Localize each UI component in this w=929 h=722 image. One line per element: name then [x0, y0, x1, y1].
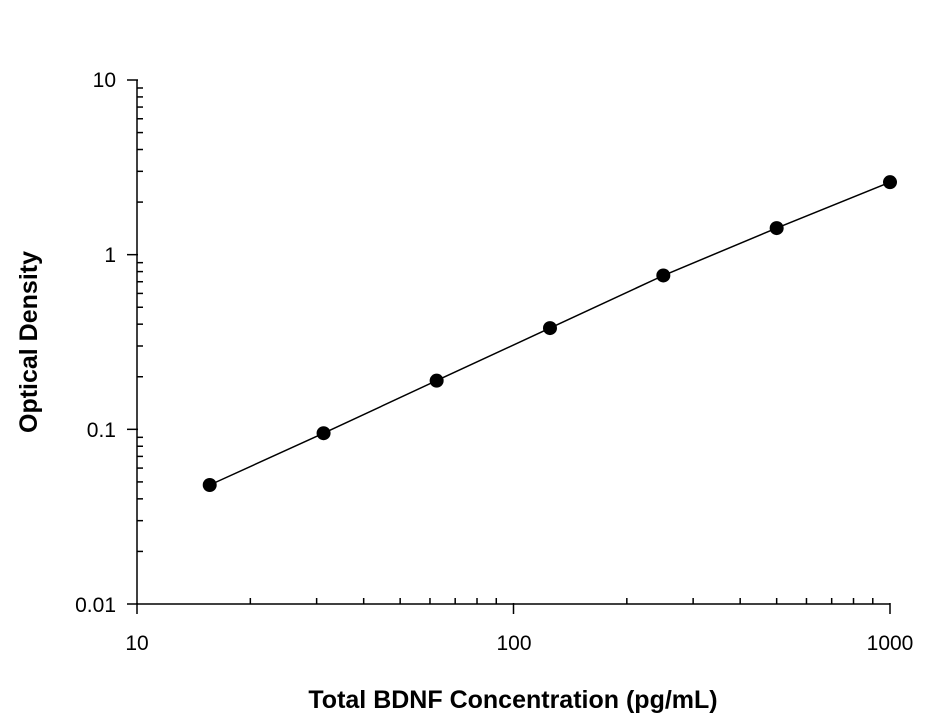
y-tick-label-10: 10: [93, 69, 116, 92]
x-tick-label-1000: 1000: [867, 632, 914, 655]
y-axis-title: Optical Density: [15, 251, 43, 433]
data-point: [656, 268, 671, 283]
data-point: [883, 175, 897, 190]
data-point: [429, 373, 444, 388]
data-point: [202, 478, 217, 493]
x-tick-label-100: 100: [496, 632, 531, 655]
x-axis-title: Total BDNF Concentration (pg/mL): [308, 686, 717, 714]
y-tick-label-0.01: 0.01: [75, 594, 116, 617]
x-tick-label-10: 10: [125, 632, 148, 655]
data-point: [769, 221, 784, 236]
data-point: [316, 426, 331, 441]
y-tick-label-0.1: 0.1: [87, 419, 116, 442]
y-tick-label-1: 1: [104, 244, 116, 267]
tick-labels-layer: 10 1 0.1 0.01 10 100 1000: [75, 69, 913, 655]
ticks-layer: [127, 79, 891, 614]
data-point: [542, 321, 557, 336]
points-layer: [202, 175, 897, 493]
